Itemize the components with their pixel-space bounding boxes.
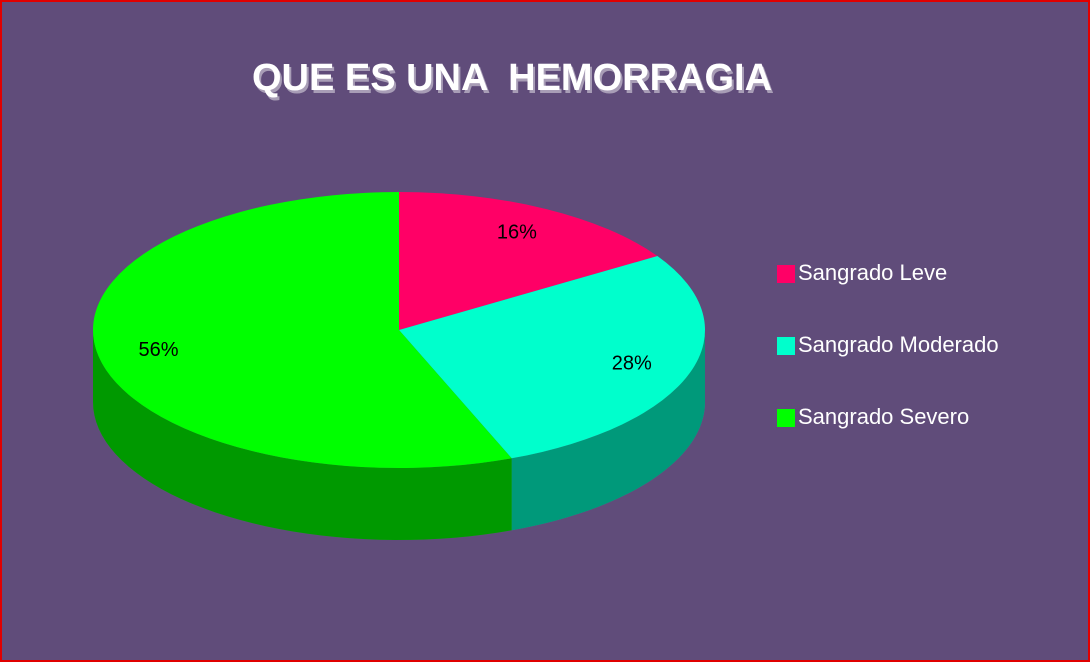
- legend-swatch: [777, 409, 795, 427]
- slice-side-shade: [511, 330, 705, 531]
- legend-swatch: [777, 265, 795, 283]
- slice-side-shade: [93, 330, 512, 540]
- slice: [399, 192, 658, 330]
- slice-side: [511, 330, 705, 531]
- legend-label: Sangrado Leve: [798, 260, 947, 285]
- data-label: 16%: [497, 222, 537, 244]
- data-label: 28%: [612, 352, 652, 374]
- slice-side: [93, 330, 512, 540]
- chart-title: QUE ES UNA HEMORRAGIA: [252, 57, 772, 99]
- legend-swatch: [777, 337, 795, 355]
- legend-label: Sangrado Severo: [798, 404, 969, 429]
- chart-title-shadow: QUE ES UNA HEMORRAGIA: [254, 60, 774, 102]
- legend-label: Sangrado Moderado: [798, 332, 999, 357]
- slice: [93, 192, 512, 468]
- data-label: 56%: [139, 339, 179, 361]
- slice: [399, 256, 705, 459]
